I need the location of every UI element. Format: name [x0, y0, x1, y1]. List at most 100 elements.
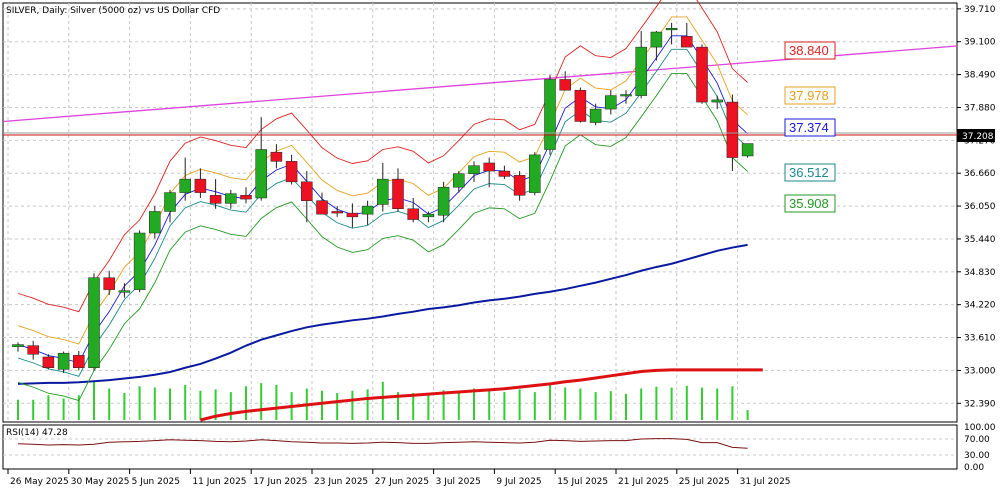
candlesticks[interactable] — [12, 22, 754, 374]
volume-bar — [260, 383, 263, 420]
volume-bar — [579, 388, 582, 420]
rsi-label: RSI(14) 47.28 — [6, 428, 68, 438]
volume-bar — [731, 386, 734, 420]
candle-bear — [285, 161, 298, 183]
candle-bear — [240, 195, 252, 200]
volume-bar — [427, 393, 430, 420]
volume-bar — [229, 392, 232, 420]
main-panel — [2, 2, 958, 423]
rsi-tick-label: 30.00 — [964, 451, 990, 461]
time-tick-label: 5 Jun 2025 — [132, 477, 180, 487]
volume-bar — [564, 387, 567, 420]
candle-bear — [696, 46, 708, 103]
price-tick-label: 35.440 — [964, 235, 996, 245]
volume-bar — [746, 410, 749, 420]
rsi-tick-label: 70.00 — [964, 435, 990, 445]
time-tick-label: 21 Jul 2025 — [618, 477, 669, 487]
candle-bear — [513, 175, 526, 196]
time-axis: 26 May 2025 30 May 2025 5 Jun 2025 11 Jun 2… — [7, 469, 791, 487]
time-tick-label: 31 Jul 2025 — [740, 477, 791, 487]
volume-bar — [594, 392, 597, 420]
volume-bar — [625, 393, 627, 420]
time-tick-label: 9 Jul 2025 — [496, 477, 541, 487]
level-label-orange: 37.978 — [789, 88, 829, 103]
volume-bar — [442, 390, 445, 420]
candle-bull — [133, 232, 146, 290]
candle-bear — [681, 36, 693, 48]
candle-bear — [270, 151, 283, 162]
candle-bear — [483, 162, 495, 172]
volume-bar — [655, 386, 658, 420]
time-tick-label: 27 Jun 2025 — [375, 477, 429, 487]
price-tick-label: 34.220 — [964, 301, 996, 311]
volume-bar — [381, 381, 384, 420]
volume-bar — [351, 390, 354, 420]
volume-bar — [47, 395, 50, 420]
candle-bull — [468, 165, 480, 174]
volume-bar — [670, 387, 673, 420]
volume-bar — [93, 381, 95, 420]
time-tick-label: 26 May 2025 — [10, 477, 69, 487]
candle-bear — [574, 89, 587, 122]
volume-bar — [473, 388, 475, 420]
current-price-tag — [957, 129, 995, 142]
band-upper-red — [17, 0, 748, 313]
volume-bar — [685, 385, 688, 420]
grid-lines — [3, 3, 957, 422]
candle-bear — [407, 208, 419, 220]
candle-bear — [726, 101, 739, 158]
time-tick-label: 11 Jun 2025 — [192, 477, 246, 487]
volume-bar — [488, 390, 491, 420]
price-tick-label: 33.000 — [964, 366, 996, 376]
price-tick-label: 34.830 — [964, 268, 996, 278]
band-lower-green — [17, 73, 748, 402]
candle-bull — [711, 99, 723, 103]
rsi-tick-label: 100.00 — [964, 423, 996, 433]
candle-bull — [437, 186, 450, 216]
candle-bull — [88, 277, 100, 368]
volume-bar — [366, 389, 369, 420]
candle-bear — [301, 181, 313, 201]
candle-bear — [316, 200, 328, 215]
price-tick-label: 33.610 — [964, 334, 996, 344]
price-tick-label: 32.390 — [964, 399, 996, 409]
price-tick-label: 37.880 — [964, 103, 996, 113]
candle-bear — [73, 355, 85, 368]
volume-bar — [275, 384, 278, 420]
moving-average-200 — [200, 368, 763, 422]
volume-bar — [108, 388, 111, 420]
candle-bear — [27, 345, 39, 355]
volume-bar — [245, 386, 247, 420]
candle-bear — [194, 178, 207, 193]
rsi-tick-label: 0.00 — [964, 463, 984, 473]
time-tick-label: 15 Jul 2025 — [557, 477, 608, 487]
candle-bull — [635, 46, 647, 96]
time-tick-label: 25 Jul 2025 — [679, 477, 730, 487]
time-tick-label: 17 Jun 2025 — [253, 477, 307, 487]
price-tick-label: 39.710 — [964, 5, 996, 15]
volume-bar — [397, 392, 399, 420]
volume-bar — [62, 398, 65, 420]
candle-bull — [665, 27, 678, 31]
volume-bar — [184, 384, 187, 420]
volume-bar — [549, 384, 551, 420]
price-tick-label: 36.050 — [964, 202, 996, 212]
candle-bull — [225, 193, 237, 204]
annotation-labels: 38.840 37.978 37.374 36.512 35.908 — [784, 41, 836, 213]
candle-bear — [498, 170, 511, 177]
candle-bull — [453, 173, 465, 188]
price-tick-label: 36.660 — [964, 169, 996, 179]
volume-bars — [17, 381, 749, 420]
volume-bar — [123, 393, 126, 420]
candle-bull — [361, 205, 374, 215]
volume-bar — [214, 389, 217, 420]
candle-bull — [118, 290, 131, 293]
volume-bar — [153, 387, 156, 420]
candle-bull — [589, 108, 602, 123]
candle-bear — [209, 195, 222, 204]
volume-bar — [336, 393, 339, 420]
time-tick-label: 3 Jul 2025 — [436, 477, 481, 487]
candle-bull — [620, 94, 632, 97]
candle-bull — [179, 178, 191, 193]
